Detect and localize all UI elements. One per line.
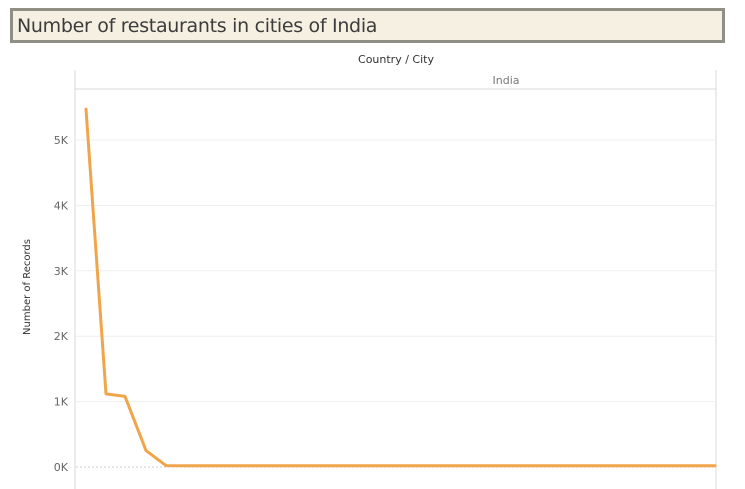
data-point[interactable] <box>488 463 494 469</box>
data-point[interactable] <box>387 463 393 469</box>
data-point[interactable] <box>427 463 433 469</box>
y-tick-label: 1K <box>54 396 69 409</box>
data-point[interactable] <box>183 463 189 469</box>
data-point[interactable] <box>712 463 718 469</box>
data-point[interactable] <box>285 463 291 469</box>
y-tick-label: 3K <box>54 265 69 278</box>
data-point[interactable] <box>305 463 311 469</box>
gridlines <box>76 139 716 468</box>
data-point[interactable] <box>407 463 413 469</box>
data-point[interactable] <box>570 463 576 469</box>
data-point[interactable] <box>103 391 109 397</box>
data-point[interactable] <box>143 448 149 454</box>
y-tick-label: 4K <box>54 199 69 212</box>
data-point[interactable] <box>122 393 128 399</box>
data-point[interactable] <box>224 463 230 469</box>
facet-label: India <box>493 74 520 87</box>
y-tick-label: 0K <box>54 461 69 474</box>
y-axis-label: Number of Records <box>22 239 33 335</box>
data-point[interactable] <box>448 463 454 469</box>
data-point[interactable] <box>671 463 677 469</box>
data-point[interactable] <box>610 463 616 469</box>
column-header: Country / City <box>358 53 434 66</box>
title-box: Number of restaurants in cities of India <box>10 8 725 43</box>
data-point[interactable] <box>631 463 637 469</box>
data-point[interactable] <box>651 463 657 469</box>
data-point[interactable] <box>549 463 555 469</box>
data-point[interactable] <box>163 463 169 469</box>
data-point[interactable] <box>204 463 210 469</box>
series-group <box>83 106 718 469</box>
data-point[interactable] <box>346 463 352 469</box>
data-point[interactable] <box>590 463 596 469</box>
data-point[interactable] <box>366 463 372 469</box>
y-axis-ticks: 0K 1K 2K 3K 4K 5K <box>54 134 69 474</box>
data-point[interactable] <box>529 463 535 469</box>
data-point[interactable] <box>326 463 332 469</box>
data-point[interactable] <box>265 463 271 469</box>
data-point[interactable] <box>509 463 515 469</box>
data-point[interactable] <box>468 463 474 469</box>
y-tick-label: 2K <box>54 330 69 343</box>
data-point[interactable] <box>692 463 698 469</box>
data-point[interactable] <box>83 106 89 112</box>
y-tick-label: 5K <box>54 134 69 147</box>
chart-title: Number of restaurants in cities of India <box>17 15 378 37</box>
series-line <box>84 107 717 468</box>
data-point[interactable] <box>244 463 250 469</box>
